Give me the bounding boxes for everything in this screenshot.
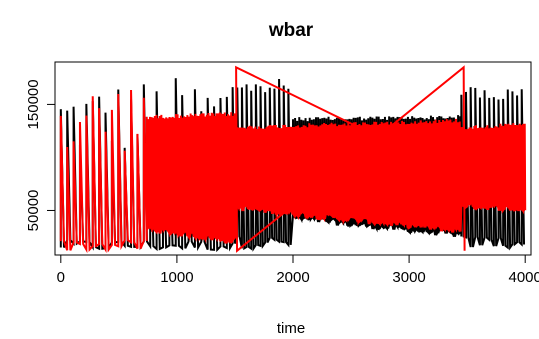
x-tick-label: 2000: [276, 269, 309, 286]
series-layer: [59, 65, 527, 254]
x-axis: 0 1000 2000 3000 4000: [57, 254, 539, 286]
chart-title: wbar: [268, 20, 314, 41]
x-tick-label: 0: [57, 269, 65, 286]
series-line: [59, 65, 527, 254]
y-axis: 50000 150000: [25, 79, 56, 232]
x-tick-label: 1000: [160, 269, 193, 286]
y-tick-label: 150000: [25, 79, 42, 129]
y-tick-label: 50000: [25, 190, 42, 232]
x-axis-label: time: [277, 320, 305, 337]
series-2: [59, 65, 527, 254]
x-tick-label: 3000: [392, 269, 425, 286]
x-tick-label: 4000: [509, 269, 539, 286]
